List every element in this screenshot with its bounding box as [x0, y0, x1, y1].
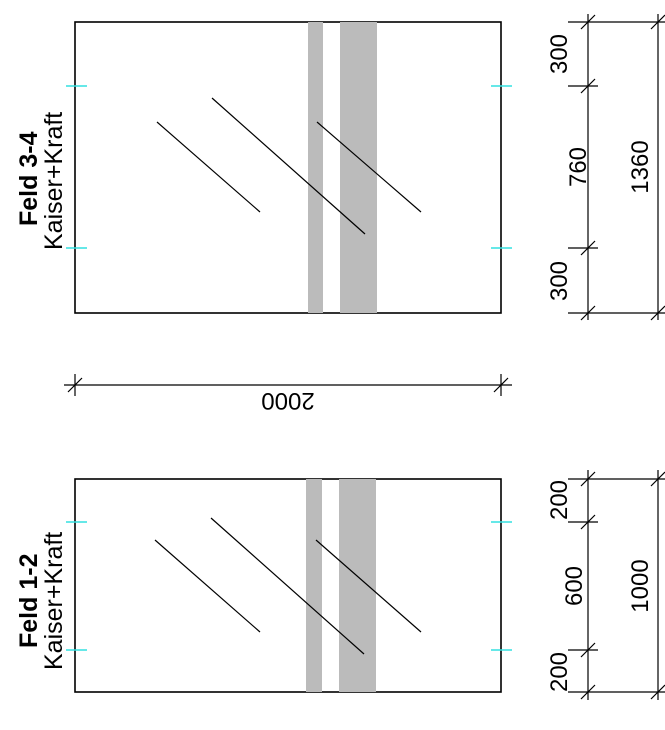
- glass-reflection-line: [154, 539, 261, 633]
- height-dimension-chain: [568, 470, 665, 700]
- glass-stripe-wide: [339, 479, 376, 692]
- panel-subtitle: Kaiser+Kraft: [40, 532, 68, 670]
- panel-outline: [74, 21, 502, 314]
- dimension-total: 1360: [627, 140, 654, 193]
- glass-stripe-wide: [340, 22, 377, 313]
- glass-reflection-line: [156, 121, 261, 213]
- panel-title: Feld 1-2: [15, 554, 43, 648]
- height-dimension-chain: [568, 14, 665, 321]
- dimension-middle: 760: [565, 147, 592, 187]
- width-dimension: [64, 374, 512, 396]
- panel-outline: [74, 478, 502, 693]
- dimension-total: 1000: [627, 559, 654, 612]
- dimension-bottom: 300: [546, 261, 573, 301]
- glass-reflection-line: [316, 121, 422, 213]
- dimension-top: 300: [546, 34, 573, 74]
- dimension-middle: 600: [561, 566, 588, 606]
- dimension-bottom: 200: [546, 652, 573, 692]
- glass-stripe-narrow: [308, 22, 323, 313]
- glass-stripe-narrow: [306, 479, 322, 692]
- dimension-top: 200: [546, 480, 573, 520]
- panel-feld-3-4: Feld 3-4 Kaiser+Kraft 300 760 300 1360: [15, 14, 665, 321]
- glass-reflection-line: [211, 97, 366, 235]
- glass-reflection-line: [315, 539, 422, 633]
- panel-subtitle: Kaiser+Kraft: [40, 112, 68, 250]
- glass-reflection-line: [210, 517, 365, 655]
- panel-title: Feld 3-4: [15, 131, 43, 226]
- panel-feld-1-2: Feld 1-2 Kaiser+Kraft 200 600 200 1000: [15, 470, 665, 700]
- dimension-width: 2000: [261, 387, 314, 414]
